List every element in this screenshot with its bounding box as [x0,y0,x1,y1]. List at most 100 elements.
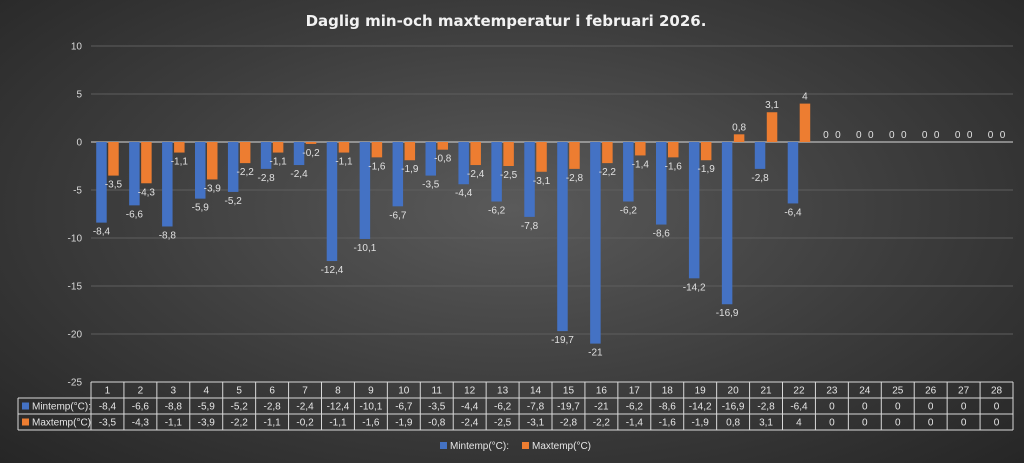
chart-title: Daglig min-och maxtemperatur i februari … [306,12,707,30]
max-temp-bar [799,103,811,142]
max-temp-label: -1,1 [269,157,287,168]
min-temp-bar [721,142,733,305]
x-tick-label: 13 [497,386,509,397]
table-cell: -2,2 [593,418,611,429]
max-temp-bar [108,142,119,176]
x-tick-label: 3 [171,386,177,397]
table-cell: -12,4 [327,402,350,413]
min-temp-label: -14,2 [683,282,706,293]
min-temp-label: -8,4 [93,227,111,238]
table-cell: 0 [829,418,835,429]
max-temp-label: -1,6 [368,161,386,172]
min-temp-label: 0 [988,130,994,141]
max-temp-bar [602,142,613,164]
min-temp-bar [557,142,568,332]
max-temp-label: -2,4 [467,169,485,180]
table-cell: -2,8 [757,402,775,413]
table-cell: -1,6 [362,418,380,429]
max-temp-label: -2,2 [237,167,255,178]
max-temp-label: -0,2 [302,148,320,159]
max-temp-label: 0 [1000,130,1006,141]
min-temp-label: 0 [922,130,928,141]
table-cell: -3,1 [527,418,545,429]
legend-key [522,442,529,449]
min-temp-label: -16,9 [716,308,739,319]
min-temp-bar [623,142,634,202]
table-cell: 0 [895,402,901,413]
max-temp-label: -1,6 [665,161,683,172]
table-cell: -21 [594,402,609,413]
min-temp-label: -2,8 [751,173,769,184]
min-temp-bar [754,142,766,169]
table-cell: 0 [829,402,835,413]
table-cell: -2,4 [296,402,314,413]
max-temp-label: 4 [802,92,808,103]
table-cell: -1,6 [659,418,677,429]
table-cell: -2,5 [494,418,512,429]
max-temp-bar [766,112,778,142]
min-temp-label: -5,9 [192,203,210,214]
x-tick-label: 1 [105,386,111,397]
min-temp-bar [96,142,107,223]
x-tick-label: 21 [760,386,772,397]
min-temp-label: -12,4 [321,265,344,276]
min-temp-bar [491,142,502,202]
table-cell: -6,4 [790,402,808,413]
table-cell: -10,1 [359,402,382,413]
min-temp-bar [458,142,469,185]
min-temp-label: 0 [955,130,961,141]
x-tick-label: 24 [859,386,871,397]
x-tick-label: 5 [236,386,242,397]
max-temp-label: -2,5 [500,170,518,181]
min-temp-bar [195,142,206,199]
y-tick-label: -25 [68,378,83,389]
min-temp-bar [260,142,272,169]
legend-label: Maxtemp(°C) [532,441,591,452]
min-temp-bar [524,142,535,217]
max-temp-bar [141,142,152,184]
table-cell: -7,8 [527,402,545,413]
x-tick-label: 10 [398,386,410,397]
table-cell: -2,8 [560,418,578,429]
min-temp-bar [392,142,404,207]
x-tick-label: 2 [138,386,144,397]
table-cell: -6,7 [395,402,413,413]
max-temp-label: -2,8 [566,173,584,184]
x-tick-label: 4 [203,386,209,397]
y-tick-label: 10 [71,42,83,53]
max-temp-label: 0 [934,130,940,141]
table-cell: -14,2 [689,402,712,413]
table-cell: 0 [928,418,934,429]
table-cell: -19,7 [557,402,580,413]
x-tick-label: 11 [432,386,443,397]
min-temp-bar [293,142,305,166]
max-temp-bar [371,142,383,158]
max-temp-label: -1,4 [632,159,650,170]
min-temp-label: -21 [588,348,603,359]
table-cell: -8,8 [165,402,183,413]
min-temp-label: 0 [889,130,895,141]
table-cell: 0 [862,402,868,413]
min-temp-bar [227,142,239,192]
table-cell: -1,1 [165,418,183,429]
max-temp-bar [733,134,745,142]
x-tick-label: 22 [793,386,805,397]
min-temp-label: -10,1 [353,243,376,254]
min-temp-label: -7,8 [521,221,539,232]
min-temp-label: -4,4 [455,188,473,199]
table-cell: 0 [961,418,967,429]
table-cell: -6,6 [132,402,150,413]
table-cell: 0 [994,418,1000,429]
gridlines [91,45,1013,383]
max-temp-label: 0,8 [732,122,746,133]
x-tick-label: 17 [629,386,641,397]
max-temp-bar [700,142,712,161]
table-cell: -16,9 [722,402,745,413]
max-temp-bar [174,142,185,153]
table-cell: -1,4 [626,418,644,429]
min-temp-bar [129,142,140,206]
y-tick-label: 0 [76,138,82,149]
max-temp-bar [569,142,580,169]
x-tick-label: 9 [368,386,374,397]
max-temp-bar [536,142,547,172]
